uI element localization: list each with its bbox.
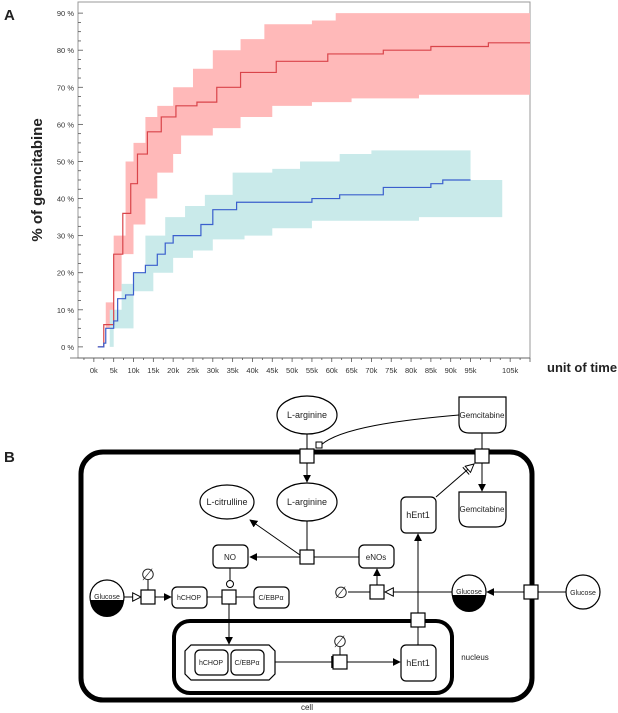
transport-process-gemcitabine (474, 448, 490, 464)
x-tick-label: 90k (445, 366, 457, 375)
l-arginine-extracellular (276, 395, 338, 435)
x-tick-label: 75k (385, 366, 397, 375)
process-glucose-enos (369, 584, 385, 600)
y-tick-label: 30 % (57, 232, 74, 241)
cebpa-label: C/EBPα (258, 595, 283, 602)
process-hent1-expression (332, 654, 348, 670)
x-tick-label: 25k (187, 366, 199, 375)
cell-label: cell (301, 703, 313, 712)
x-tick-label: 5k (110, 366, 118, 375)
transport-process-arginine (299, 448, 315, 464)
cebpa-node (253, 586, 290, 609)
modulator-square (315, 441, 323, 449)
y-tick-label: 90 % (57, 9, 74, 18)
hent1-cyto-label: hEnt1 (406, 510, 430, 520)
enos-node (358, 544, 395, 569)
process-nos (299, 549, 315, 565)
nucleus-compartment (172, 619, 454, 695)
x-tick-label: 20k (167, 366, 179, 375)
x-axis-label: unit of time (547, 360, 617, 375)
y-tick-label: 70 % (57, 83, 74, 92)
process-glucose-hchop (140, 589, 156, 605)
gemcitabine-extracellular (458, 396, 507, 434)
gemcitabine-intracellular (458, 491, 507, 528)
hchop-label: hCHOP (177, 595, 201, 602)
sink-icon: ∅ (334, 585, 348, 602)
glucose-out-label: Glucose (570, 590, 596, 597)
x-tick-label: 85k (425, 366, 437, 375)
x-tick-label: 45k (266, 366, 278, 375)
x-tick-label: 0k (90, 366, 98, 375)
hent1-nuc-label: hEnt1 (406, 658, 430, 668)
l-arginine-in-label: L-arginine (287, 497, 327, 507)
y-tick-label: 40 % (57, 195, 74, 204)
gemcitabine-in-label: Gemcitabine (460, 505, 505, 514)
confidence-band-blue (97, 150, 503, 347)
y-axis: 0 % 10 % 20 % 30 % 40 % 50 % 60 % 70 % 80 % 90 % (57, 9, 83, 352)
x-tick-label: 80k (405, 366, 417, 375)
x-tick-label: 95k (464, 366, 476, 375)
hent1-cytoplasm (400, 496, 437, 534)
y-tick-label: 20 % (57, 269, 74, 278)
complex-cebpa-label: C/EBPα (234, 660, 259, 667)
x-tick-label: 70k (365, 366, 377, 375)
l-citrulline (199, 484, 255, 520)
median-line-red (97, 42, 530, 348)
x-tick-label: 10k (127, 366, 139, 375)
diagram-b (78, 395, 601, 703)
complex-hchop-label: hCHOP (199, 660, 223, 667)
y-tick-label: 50 % (57, 157, 74, 166)
chart-a: 0 %10 %20 %30 %40 %50 %60 %70 %80 %90 % … (29, 1, 617, 375)
x-axis: 0k 5k 10k 15k 20k 25k 30k 35k 40k 45k 50k 55k 60k 65k… (70, 357, 531, 375)
glucose-in-left-label: Glucose (94, 594, 120, 601)
x-tick-label: 50k (286, 366, 298, 375)
x-tick-label: 30k (207, 366, 219, 375)
l-citrulline-label: L-citrulline (206, 497, 247, 507)
hent1-nucleus (400, 644, 437, 682)
x-tick-label: 40k (246, 366, 258, 375)
enos-label: eNOs (366, 553, 386, 562)
nucleus-label: nucleus (461, 653, 489, 662)
glucose-in-right-label: Glucose (456, 589, 482, 596)
x-tick-label: 35k (227, 366, 239, 375)
l-arginine-out-label: L-arginine (287, 410, 327, 420)
process-complex-formation (221, 589, 237, 605)
panel-label-b: B (4, 449, 15, 466)
transport-process-glucose (523, 584, 539, 600)
y-tick-label: 10 % (57, 306, 74, 315)
x-tick-label: 105k (502, 366, 519, 375)
modulation-circle (226, 580, 234, 588)
y-tick-label: 60 % (57, 120, 74, 129)
x-tick-label: 55k (306, 366, 318, 375)
x-tick-label: 65k (346, 366, 358, 375)
process-hent1-export (410, 612, 426, 628)
x-tick-label: 60k (326, 366, 338, 375)
sink-icon: ∅ (141, 567, 155, 584)
x-tick-label: 15k (147, 366, 159, 375)
y-tick-label: 80 % (57, 46, 74, 55)
median-line-blue (97, 179, 471, 348)
no-label: NO (224, 553, 236, 562)
y-axis-label: % of gemcitabine (29, 118, 46, 241)
y-tick-label: 0 % (61, 343, 74, 352)
panel-label-a: A (4, 7, 15, 24)
confidence-band-red (97, 13, 531, 347)
gemcitabine-out-label: Gemcitabine (460, 411, 505, 420)
sink-icon: ∅ (333, 634, 347, 651)
